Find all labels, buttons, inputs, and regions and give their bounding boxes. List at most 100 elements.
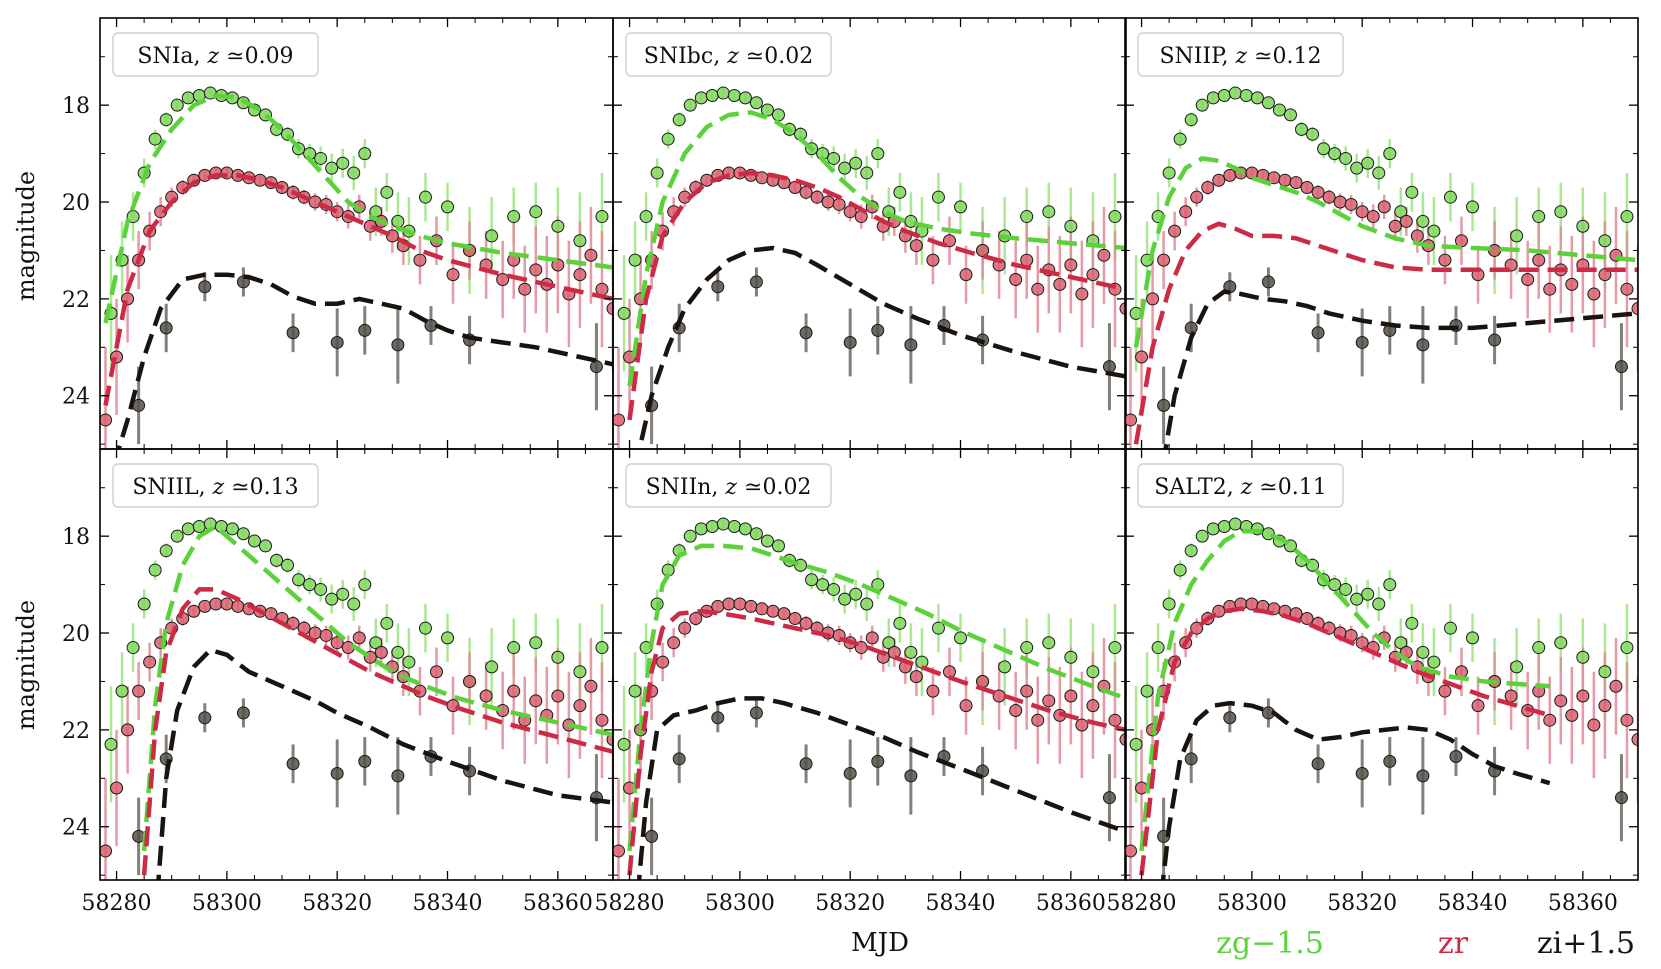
x-tick-label: 58280 bbox=[1107, 891, 1177, 916]
data-point-g bbox=[1620, 210, 1634, 224]
model-curve-i bbox=[116, 272, 613, 449]
data-point-g bbox=[247, 534, 261, 548]
data-point-r bbox=[1587, 718, 1601, 732]
data-point-r bbox=[1053, 277, 1067, 291]
model-curve-i bbox=[1160, 700, 1551, 880]
data-point-g bbox=[380, 185, 394, 199]
data-point-r bbox=[1543, 282, 1557, 296]
data-point-g bbox=[137, 597, 151, 611]
x-tick-label: 58360 bbox=[523, 891, 593, 916]
x-tick-label: 58340 bbox=[413, 891, 483, 916]
data-point-g bbox=[126, 641, 140, 655]
data-point-i bbox=[1449, 750, 1463, 764]
data-point-i bbox=[843, 766, 857, 780]
data-point-g bbox=[661, 132, 675, 146]
data-point-g bbox=[1206, 91, 1220, 105]
data-point-g bbox=[380, 616, 394, 630]
data-point-i bbox=[711, 711, 725, 725]
data-point-g bbox=[1576, 650, 1590, 664]
panel-frame-5 bbox=[1124, 448, 1639, 881]
data-point-g bbox=[170, 529, 184, 543]
data-point-g bbox=[1361, 156, 1375, 170]
data-point-g bbox=[148, 132, 162, 146]
data-point-r bbox=[909, 239, 923, 253]
data-point-g bbox=[170, 98, 184, 112]
data-point-r bbox=[352, 631, 366, 645]
data-point-r bbox=[429, 665, 443, 679]
data-point-g bbox=[738, 91, 752, 105]
data-point-r bbox=[1086, 699, 1100, 713]
data-point-g bbox=[1108, 210, 1122, 224]
data-point-g bbox=[1064, 219, 1078, 233]
data-point-g bbox=[225, 522, 239, 536]
data-point-r bbox=[1289, 176, 1303, 190]
data-point-r bbox=[1075, 718, 1089, 732]
model-curve-g bbox=[141, 523, 613, 852]
y-tick-label: 20 bbox=[62, 622, 90, 647]
panel-title: SNIIP, z ≃0.12 bbox=[1159, 44, 1321, 69]
data-point-r bbox=[1355, 205, 1369, 219]
x-tick-label: 58300 bbox=[705, 891, 775, 916]
data-point-r bbox=[1410, 229, 1424, 243]
data-point-g bbox=[882, 636, 896, 650]
data-point-i bbox=[1261, 275, 1275, 289]
data-point-g bbox=[1042, 636, 1056, 650]
data-point-i bbox=[198, 711, 212, 725]
data-point-r bbox=[220, 597, 234, 611]
data-point-r bbox=[1075, 287, 1089, 301]
data-point-g bbox=[860, 597, 874, 611]
data-point-g bbox=[998, 660, 1012, 674]
model-curve-r bbox=[627, 170, 1126, 421]
data-point-r bbox=[788, 180, 802, 194]
panel-title: SALT2, z ≃0.11 bbox=[1154, 475, 1326, 500]
data-point-i bbox=[1311, 757, 1325, 771]
data-point-r bbox=[1620, 282, 1634, 296]
data-point-g bbox=[391, 645, 405, 659]
data-point-g bbox=[314, 582, 328, 596]
data-point-r bbox=[1521, 273, 1535, 287]
data-point-g bbox=[148, 563, 162, 577]
data-point-r bbox=[832, 197, 846, 211]
y-tick-label: 18 bbox=[62, 94, 90, 119]
legend-zi: zi+1.5 bbox=[1537, 926, 1635, 961]
data-point-r bbox=[1097, 248, 1111, 262]
data-point-g bbox=[617, 306, 631, 320]
data-point-r bbox=[1042, 694, 1056, 708]
data-point-g bbox=[1042, 205, 1056, 219]
data-point-i bbox=[749, 275, 763, 289]
data-point-i bbox=[358, 754, 372, 768]
data-point-r bbox=[100, 413, 113, 427]
data-point-g bbox=[749, 96, 763, 110]
data-point-g bbox=[1443, 621, 1457, 635]
data-point-g bbox=[1554, 205, 1568, 219]
x-tick-label: 58320 bbox=[1327, 891, 1397, 916]
data-point-g bbox=[507, 210, 521, 224]
x-tick-label: 58360 bbox=[1036, 891, 1106, 916]
panel-title: SNIa, z ≃0.09 bbox=[137, 44, 293, 69]
data-point-r bbox=[143, 655, 157, 669]
data-point-g bbox=[1405, 616, 1419, 630]
data-point-g bbox=[529, 636, 543, 650]
data-point-g bbox=[1416, 645, 1430, 659]
data-point-g bbox=[314, 151, 328, 165]
data-point-g bbox=[303, 578, 317, 592]
y-tick-label: 18 bbox=[62, 525, 90, 550]
model-curve-r bbox=[627, 608, 1126, 876]
data-point-r bbox=[231, 599, 245, 613]
data-point-g bbox=[104, 737, 118, 751]
data-point-g bbox=[1510, 229, 1524, 243]
data-point-i bbox=[1355, 335, 1369, 349]
data-point-r bbox=[1223, 168, 1237, 182]
data-point-g bbox=[1339, 582, 1353, 596]
data-point-r bbox=[788, 611, 802, 625]
plot-area-0 bbox=[100, 86, 613, 449]
x-tick-label: 58340 bbox=[1438, 891, 1508, 916]
data-point-r bbox=[100, 844, 113, 858]
data-point-r bbox=[1532, 253, 1546, 267]
data-point-g bbox=[617, 737, 631, 751]
data-point-g bbox=[954, 200, 968, 214]
data-point-i bbox=[1157, 398, 1171, 412]
data-point-r bbox=[1366, 210, 1380, 224]
data-point-g bbox=[1140, 684, 1154, 698]
x-tick-label: 58300 bbox=[1217, 891, 1287, 916]
